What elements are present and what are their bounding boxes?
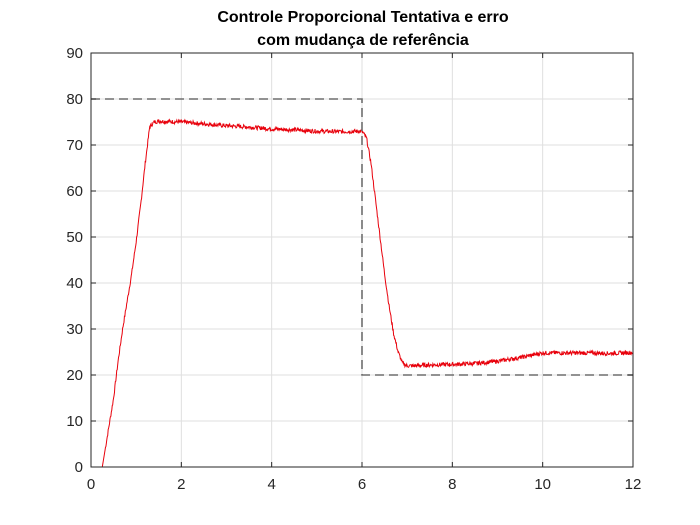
x-tick-label: 12 bbox=[625, 476, 642, 493]
x-tick-label: 8 bbox=[448, 476, 456, 493]
chart-title: Controle Proporcional Tentativa e erro bbox=[217, 9, 509, 26]
y-tick-label: 0 bbox=[75, 459, 83, 476]
y-tick-label: 80 bbox=[66, 91, 83, 108]
y-tick-label: 40 bbox=[66, 275, 83, 292]
x-tick-label: 6 bbox=[358, 476, 366, 493]
chart-subtitle: com mudança de referência bbox=[257, 32, 469, 49]
y-tick-label: 50 bbox=[66, 229, 83, 246]
y-tick-label: 90 bbox=[66, 45, 83, 62]
y-tick-label: 30 bbox=[66, 321, 83, 338]
series-layer bbox=[91, 98, 634, 468]
tick-marks bbox=[90, 52, 634, 468]
y-tick-label: 60 bbox=[66, 183, 83, 200]
x-tick-label: 10 bbox=[534, 476, 551, 493]
y-tick-label: 70 bbox=[66, 137, 83, 154]
x-tick-label: 2 bbox=[177, 476, 185, 493]
reference-series-line bbox=[91, 98, 633, 376]
y-tick-labels: 0 10 20 30 40 50 60 70 80 90 bbox=[66, 45, 83, 476]
y-tick-label: 20 bbox=[66, 367, 83, 384]
x-tick-label: 4 bbox=[267, 476, 275, 493]
x-tick-label: 0 bbox=[87, 476, 95, 493]
x-tick-labels: 0 2 4 6 8 10 12 bbox=[87, 476, 642, 493]
y-tick-label: 10 bbox=[66, 413, 83, 430]
